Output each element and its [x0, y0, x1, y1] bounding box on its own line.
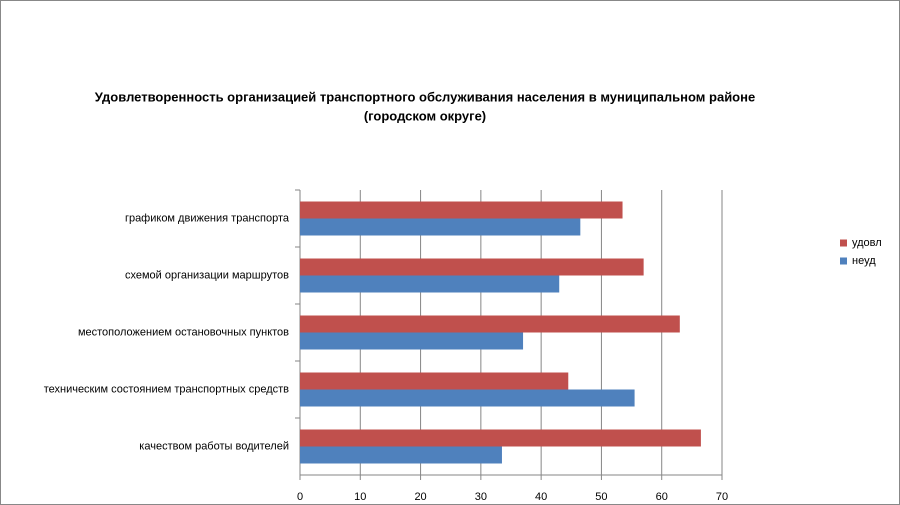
x-tick-label: 0: [297, 491, 303, 503]
x-tick-label: 70: [716, 491, 728, 503]
bar: [300, 275, 560, 293]
x-tick-label: 30: [475, 491, 487, 503]
y-tick-label: местоположением остановочных пунктов: [78, 326, 289, 338]
x-tick-label: 60: [656, 491, 668, 503]
bar: [300, 218, 581, 236]
bar: [300, 332, 524, 350]
legend-label: неуд: [852, 255, 876, 267]
chart-title: Удовлетворенность организацией транспорт…: [95, 89, 755, 104]
bar: [300, 315, 680, 333]
x-tick-label: 20: [414, 491, 426, 503]
bar: [300, 372, 569, 390]
y-tick-label: графиком движения транспорта: [125, 212, 290, 224]
legend-swatch: [840, 239, 847, 247]
x-tick-label: 50: [595, 491, 607, 503]
bar: [300, 429, 701, 447]
x-tick-label: 40: [535, 491, 547, 503]
x-tick-label: 10: [354, 491, 366, 503]
bar: [300, 389, 635, 407]
bar: [300, 446, 502, 464]
y-tick-label: качеством работы водителей: [139, 440, 289, 452]
y-tick-label: схемой организации маршрутов: [125, 269, 289, 281]
legend-swatch: [840, 257, 847, 265]
chart-title: (городском округе): [364, 108, 486, 123]
bar: [300, 258, 644, 276]
y-tick-label: техническим состоянием транспортных сред…: [44, 383, 289, 395]
bar: [300, 201, 623, 219]
legend-label: удовл: [852, 237, 882, 249]
